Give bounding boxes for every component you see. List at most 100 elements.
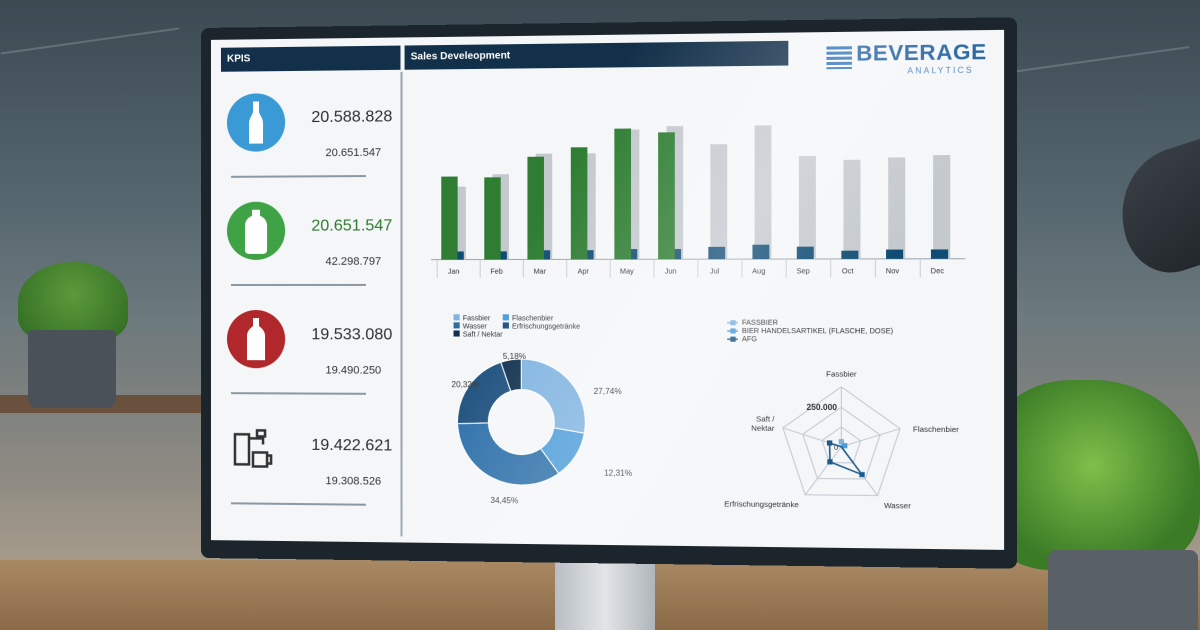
kpi-divider [231,392,366,395]
category-radar-chart: FASSBIERBIER HANDELSARTIKEL (FLASCHE, DO… [723,310,1000,539]
sales-header: Sales Develeopment [405,41,789,70]
bar-label-apr: Apr [578,269,590,276]
bar-other-aug [752,245,769,259]
bar-other-feb [501,251,507,259]
bar-other-jun [675,249,681,259]
bar-other-jan [458,251,464,259]
glass-bottle-icon [227,93,285,152]
radar-legend-label: FASSBIER [742,320,778,327]
monitor: KPIS Sales Develeopment BEVERAGE ANALYTI… [201,17,1017,569]
radar-axis [805,446,841,495]
donut-slice-label: 20,32% [451,380,479,389]
radar-axis-label: Fassbier [826,369,857,378]
legend-swatch [454,330,460,336]
kpi-header: KPIS [221,46,401,72]
beverage-analytics-logo: BEVERAGE ANALYTICS [826,40,984,77]
kpi-card-1: 20.588.828 20.651.547 [227,88,398,190]
kpi-main-value: 20.651.547 [311,217,392,235]
donut-slice [458,423,559,486]
kpi-card-2: 20.651.547 42.298.797 [227,197,398,298]
bar-prior-dec [933,155,950,259]
legend-swatch [454,322,460,328]
donut-slice [458,362,511,424]
bar-current-jun [658,132,675,259]
bar-prior-oct [843,160,860,259]
radar-point [827,440,832,445]
kpi-divider [231,175,366,178]
legend-label: Saft / Nektar [463,331,504,338]
bar-other-sep [797,247,814,259]
kpi-divider [231,284,366,286]
radar-axis-label: Erfrischungsgetränke [724,499,799,509]
bar-prior-nov [888,157,905,258]
panel-divider [400,72,402,537]
bar-current-apr [571,147,588,259]
legend-label: Fassbier [463,315,491,322]
radar-legend-label: AFG [742,336,757,343]
bar-prior-jul [710,144,727,259]
bottle-icon [227,310,285,368]
bar-label-nov: Nov [886,268,900,275]
bar-current-jan [441,177,457,260]
bar-label-jul: Jul [710,268,720,275]
kpi-sub-value: 19.490.250 [325,364,381,376]
radar-legend-label: BIER HANDELSARTIKEL (FLASCHE, DOSE) [742,328,893,336]
donut-slice [521,359,585,433]
donut-slice-label: 27,74% [594,387,622,396]
bar-other-jul [708,247,725,259]
logo-title: BEVERAGE [856,40,986,66]
legend-swatch [503,314,509,320]
dashboard-screen: KPIS Sales Develeopment BEVERAGE ANALYTI… [211,30,1004,550]
kpi-card-4: 19.422.621 19.308.526 [227,416,398,518]
bar-other-may [631,249,637,259]
kpi-sub-value: 19.308.526 [325,475,381,488]
plant-pot-left [28,330,116,408]
donut-slice-label: 5,18% [503,352,526,361]
bar-label-may: May [620,268,634,275]
legend-swatch [503,322,509,328]
bar-label-oct: Oct [842,268,854,275]
kpi-main-value: 19.422.621 [311,437,392,456]
bar-label-feb: Feb [490,269,502,276]
kpi-sub-value: 20.651.547 [325,147,381,159]
bar-current-may [614,129,631,260]
plant-right [985,380,1200,570]
bar-label-aug: Aug [752,268,765,275]
plant-pot-right [1048,550,1198,630]
logo-mark-icon [826,46,851,69]
bar-other-mar [544,250,550,259]
bar-label-jun: Jun [665,268,677,275]
radar-axis-label: Nektar [751,424,775,433]
bar-prior-sep [799,156,816,259]
legend-swatch [454,314,460,320]
legend-label: Erfrischungsgetränke [512,323,580,330]
bar-label-sep: Sep [797,268,810,275]
radar-point [859,472,864,477]
bar-current-feb [484,177,500,259]
donut-slice-label: 12,31% [604,468,632,477]
logo-subtitle: ANALYTICS [907,66,973,76]
kpi-sub-value: 42.298.797 [325,256,381,268]
bar-prior-aug [755,125,772,259]
category-donut-chart: Fassbier Flaschenbier Wasser Erfrischungsge… [439,300,708,515]
radar-axis-label: Flaschenbier [913,425,960,435]
legend-label: Flaschenbier [512,315,554,322]
bar-label-jan: Jan [448,269,460,276]
sales-bar-chart: Jan Feb Mar Apr May Jun Jul Aug Sep Oct Nov Dec [431,93,976,301]
radar-point [827,459,832,464]
bar-other-dec [931,249,948,258]
radar-tick-label: 250.000 [806,403,837,412]
radar-legend-marker [730,328,735,333]
bar-other-oct [841,251,858,259]
bar-other-nov [886,250,903,259]
radar-legend-marker [730,320,735,325]
radar-legend-marker [730,337,735,342]
bar-other-apr [587,250,593,259]
donut-slice-label: 34,45% [490,496,518,505]
kpi-card-3: 19.533.080 19.490.250 [227,306,398,407]
kpi-main-value: 20.588.828 [311,108,392,127]
radar-axis-label: Wasser [884,501,911,511]
kpi-main-value: 19.533.080 [311,326,392,344]
bar-label-dec: Dec [931,268,945,275]
radar-axis-label: Saft / [756,414,775,423]
